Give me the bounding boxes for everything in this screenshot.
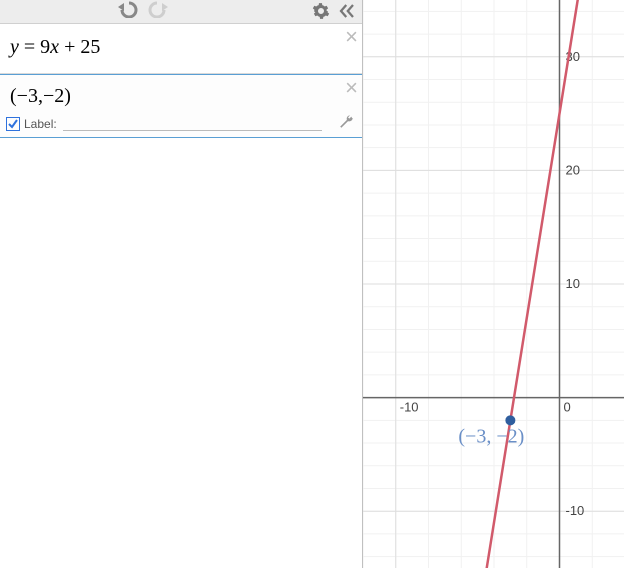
label-text: Label: [24,117,57,131]
close-icon[interactable]: × [345,77,358,99]
svg-text:-10: -10 [400,400,419,415]
label-input[interactable] [63,116,322,131]
toolbar-right [312,2,356,25]
wrench-icon[interactable] [338,114,354,133]
expression-text: (−3,−2) [10,85,322,108]
svg-text:20: 20 [566,162,580,177]
label-checkbox[interactable] [6,117,20,131]
undo-redo-group [116,0,170,18]
svg-text:(−3, −2): (−3, −2) [458,425,524,447]
gear-icon[interactable] [312,2,330,25]
expression-row-1[interactable]: × y = 9x + 25 [0,24,362,74]
app-root: × y = 9x + 25 × (−3,−2) Label: [0,0,624,568]
expression-text: y = 9x + 25 [10,36,322,59]
svg-text:0: 0 [564,400,571,415]
expression-row-2[interactable]: × (−3,−2) Label: [0,74,362,138]
svg-text:10: 10 [566,276,580,291]
graph-pane[interactable]: -100-10102030(−3, −2) [362,0,624,568]
graph-canvas: -100-10102030(−3, −2) [363,0,624,568]
expression-panel: × y = 9x + 25 × (−3,−2) Label: [0,0,362,568]
point-label-row: Label: [0,112,362,137]
redo-icon[interactable] [146,0,170,18]
chevron-double-left-icon[interactable] [338,2,356,25]
close-icon[interactable]: × [345,26,358,48]
svg-text:-10: -10 [566,503,585,518]
toolbar [0,0,362,24]
undo-icon[interactable] [116,0,140,18]
